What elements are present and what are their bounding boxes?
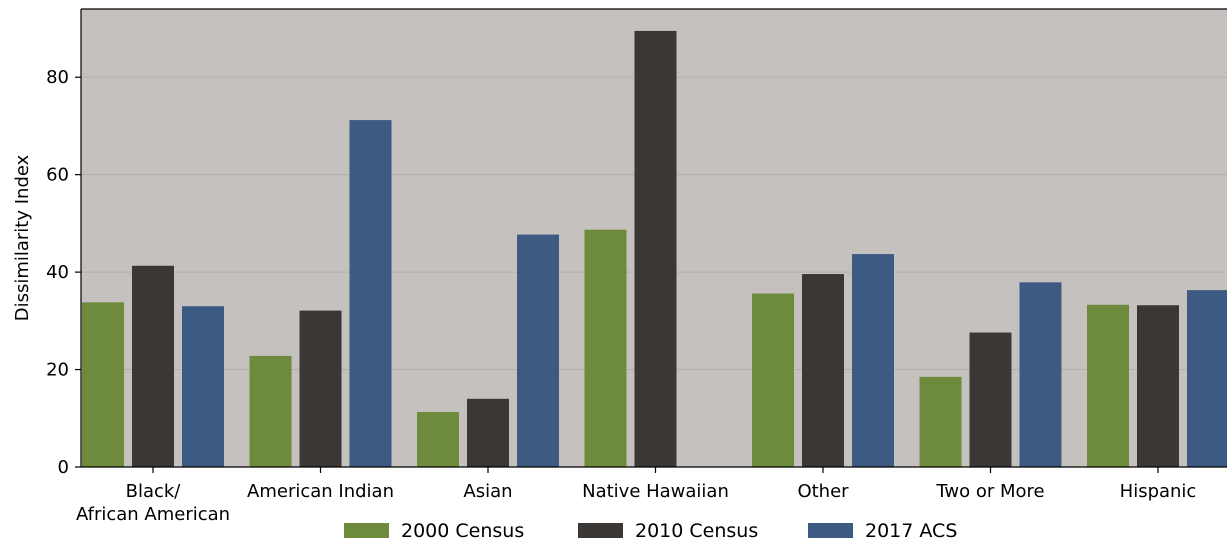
x-tick-label: Native Hawaiian [582,481,729,502]
legend-label: 2010 Census [635,520,758,542]
bar [752,293,794,467]
bar [417,411,459,467]
y-axis-label: Dissimilarity Index [12,154,33,321]
x-tick-label: Two or More [935,481,1044,502]
x-ticks: Black/African American American Indian Asi… [76,467,1196,525]
bar [1187,290,1227,467]
bar [249,355,292,467]
bars [82,30,1227,468]
bar [1087,304,1129,467]
bar [584,229,627,467]
bar [299,310,342,467]
y-tick-label: 40 [46,262,69,283]
x-tick-label: American Indian [247,481,394,502]
legend-label: 2000 Census [401,520,524,542]
bar [182,306,224,467]
bar [634,30,677,467]
x-tick-label: Hispanic [1120,481,1197,502]
bar [517,234,559,467]
bar [1137,305,1179,467]
y-tick-label: 0 [58,457,69,478]
bar [969,332,1012,467]
x-tick-label: African American [76,504,230,525]
legend-swatch [344,523,389,538]
x-tick-label: Other [797,481,849,502]
y-tick-label: 60 [46,165,69,186]
bar [852,254,894,467]
bar [467,398,509,467]
legend-swatch [808,523,853,538]
legend-label: 2017 ACS [865,520,957,542]
y-ticks: 0 20 40 60 80 [46,67,81,478]
bar [802,274,844,467]
bar [82,302,124,467]
bar [132,265,174,467]
legend: 2000 Census 2010 Census 2017 ACS [344,520,957,542]
x-tick-label: Black/ [126,481,182,502]
bar [919,376,962,467]
bar [1019,282,1062,467]
bar [349,120,392,468]
y-tick-label: 20 [46,360,69,381]
y-tick-label: 80 [46,67,69,88]
x-tick-label: Asian [463,481,512,502]
legend-swatch [578,523,623,538]
